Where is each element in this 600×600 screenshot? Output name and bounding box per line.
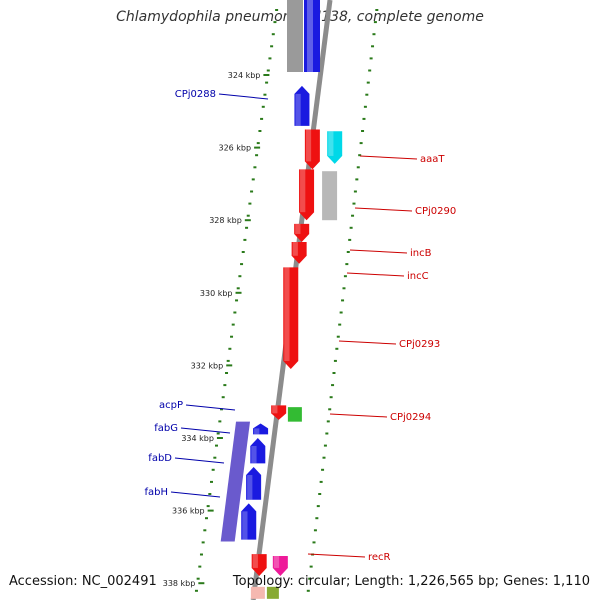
gene-label-CPj0294: CPj0294	[390, 412, 431, 423]
label-connector	[180, 427, 231, 434]
gene-label-CPj0288: CPj0288	[175, 89, 216, 100]
pseudo-feature	[322, 171, 338, 221]
scale-label: 338 kbp	[163, 579, 196, 588]
label-connector	[346, 272, 405, 277]
reverse-gene-acpP-body	[253, 423, 269, 435]
gene-label-acpP: acpP	[159, 400, 183, 411]
forward-gene-aaaT	[304, 129, 320, 170]
label-connector	[349, 249, 408, 254]
reverse-gene-acpP	[253, 423, 269, 435]
gene-label-fabG: fabG	[154, 423, 178, 434]
pink-feature	[250, 586, 265, 599]
forward-gene-aaaT-body	[304, 129, 320, 170]
forward-gene-recR-body	[251, 554, 267, 576]
label-connector	[354, 207, 413, 212]
label-connector	[307, 553, 366, 558]
forward-gene-CPj0290-body	[299, 169, 315, 221]
magenta-feature-body	[272, 555, 288, 576]
forward-gene-incB-body	[294, 223, 310, 242]
rna-feature-aaaT	[327, 131, 343, 164]
gene-label-fabD: fabD	[148, 453, 172, 464]
forward-gene-incB	[294, 223, 310, 242]
scale-label: 328 kbp	[209, 216, 242, 225]
label-connector	[185, 404, 236, 411]
gene-label-recR: recR	[368, 552, 391, 563]
tick-ring-right	[306, 9, 379, 592]
label-connector	[338, 340, 397, 345]
scale-label: 332 kbp	[191, 361, 224, 370]
accession-text: Accession: NC_002491	[9, 574, 157, 589]
scale-label: 324 kbp	[228, 71, 261, 80]
forward-gene-CPj0290	[299, 169, 315, 221]
reverse-gene-acpP-highlight	[254, 428, 260, 435]
gene-label-incB: incB	[410, 248, 432, 259]
purple-feature	[220, 421, 251, 542]
reverse-gene-CPj0288-highlight	[295, 93, 301, 126]
forward-gene-CPj0293	[283, 267, 299, 370]
forward-gene-incC-body	[291, 241, 307, 264]
scale-label: 326 kbp	[218, 144, 251, 153]
magenta-feature	[272, 555, 288, 576]
reverse-gene-fabD-highlight	[247, 475, 253, 500]
reverse-gene-CPj0288-body	[294, 85, 310, 126]
summary-text: Topology: circular; Length: 1,226,565 bp…	[232, 574, 590, 589]
label-connector	[329, 413, 388, 418]
reverse-gene-fabG	[250, 438, 266, 464]
label-connector	[174, 457, 225, 464]
label-connector	[359, 155, 418, 160]
forward-gene-CPj0294-highlight	[272, 405, 278, 414]
partial-feature-blue	[304, 0, 320, 72]
reverse-gene-fabH-highlight	[242, 511, 248, 540]
forward-gene-incC	[291, 241, 307, 264]
forward-gene-incB-highlight	[295, 223, 301, 234]
forward-gene-CPj0294-body	[271, 405, 287, 420]
gene-label-fabH: fabH	[144, 487, 168, 498]
scale-label: 334 kbp	[181, 434, 214, 443]
partial-feature-blue-hl	[307, 0, 313, 72]
reverse-gene-fabG-body	[250, 438, 266, 464]
label-connector	[218, 93, 269, 100]
gene-label-aaaT: aaaT	[420, 154, 445, 165]
partial-feature-grey	[287, 0, 303, 72]
forward-gene-recR-highlight	[252, 554, 258, 568]
rna-feature-aaaT-body	[327, 131, 343, 164]
gene-label-incC: incC	[407, 271, 429, 282]
forward-gene-CPj0293-highlight	[284, 267, 290, 362]
reverse-gene-fabD	[246, 467, 262, 500]
scale-label: 336 kbp	[172, 507, 205, 516]
reverse-gene-fabG-highlight	[251, 446, 257, 464]
forward-gene-incC-highlight	[292, 241, 298, 256]
magenta-feature-highlight	[273, 555, 280, 568]
forward-gene-CPj0294	[271, 405, 287, 420]
forward-gene-CPj0293-body	[283, 267, 299, 370]
forward-gene-aaaT-highlight	[305, 129, 312, 162]
reverse-gene-fabH	[241, 503, 257, 540]
forward-gene-recR	[251, 554, 267, 576]
label-connector	[170, 491, 221, 498]
reverse-gene-fabD-body	[246, 467, 262, 500]
gene-label-CPj0293: CPj0293	[399, 339, 440, 350]
reverse-gene-CPj0288	[294, 85, 310, 126]
olive-feature	[266, 586, 279, 599]
green-feature	[287, 407, 302, 422]
rna-feature-aaaT-highlight	[328, 131, 334, 156]
forward-gene-CPj0290-highlight	[300, 169, 306, 213]
scale-label: 330 kbp	[200, 289, 233, 298]
gene-label-CPj0290: CPj0290	[415, 206, 456, 217]
tick-ring-left	[194, 9, 279, 592]
reverse-gene-fabH-body	[241, 503, 257, 540]
